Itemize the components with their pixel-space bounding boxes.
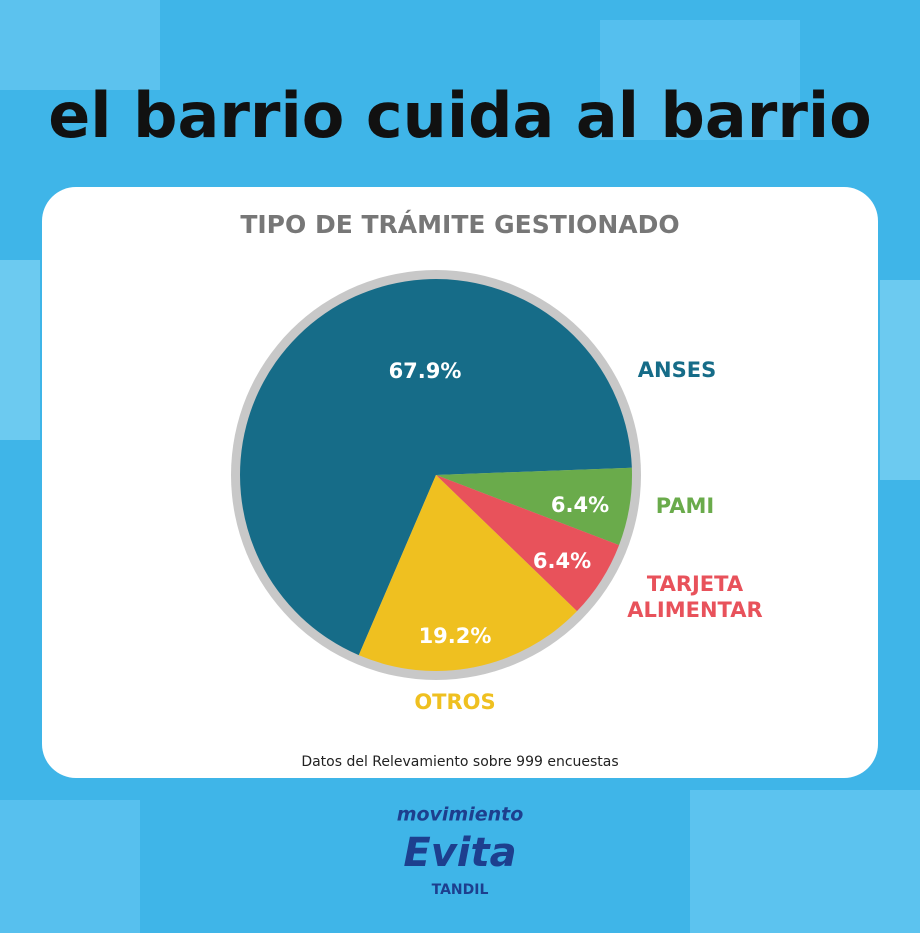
value-label: 67.9% xyxy=(389,359,462,383)
logo-main: Evita xyxy=(403,830,516,876)
page-title: el barrio cuida al barrio xyxy=(48,79,872,152)
logo-bottom: TANDIL xyxy=(432,882,489,898)
bg-square xyxy=(0,0,160,90)
value-label: 6.4% xyxy=(533,549,591,573)
legend-label: PAMI xyxy=(655,494,715,518)
legend-label: TARJETA ALIMENTAR xyxy=(627,572,763,622)
pie-slice xyxy=(358,475,577,671)
bg-square xyxy=(0,800,140,933)
pie-slice xyxy=(239,278,632,656)
pie-slice xyxy=(436,467,632,546)
logo-top: movimiento xyxy=(397,804,524,826)
bg-square xyxy=(600,20,800,140)
value-label: 19.2% xyxy=(419,624,492,648)
legend-label: ANSES xyxy=(637,358,717,382)
value-label: 6.4% xyxy=(551,493,609,517)
legend-label: OTROS xyxy=(414,690,496,714)
chart-title: TIPO DE TRÁMITE GESTIONADO xyxy=(240,210,679,239)
bg-square xyxy=(690,790,920,933)
pie-slice xyxy=(436,475,620,612)
note: Datos del Relevamiento sobre 999 encuest… xyxy=(301,754,618,770)
bg-square xyxy=(880,280,920,480)
bg-square xyxy=(0,260,40,440)
